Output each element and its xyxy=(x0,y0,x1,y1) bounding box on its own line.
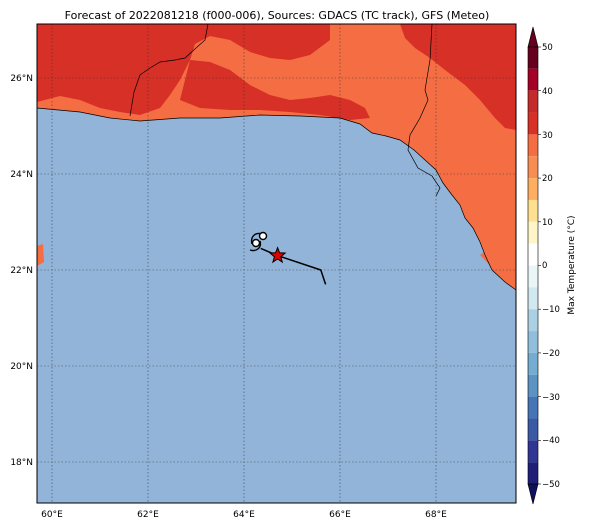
storm-track-line xyxy=(260,247,327,285)
lon-label: 60°E xyxy=(41,510,63,520)
lon-label: 68°E xyxy=(425,510,447,520)
colorbar-extend-max xyxy=(527,26,539,48)
colorbar-tick: −50 xyxy=(542,480,560,490)
map-frame xyxy=(36,23,517,504)
lat-label: 22°N xyxy=(10,266,33,276)
map-title: Forecast of 2022081218 (f000-006), Sourc… xyxy=(65,9,490,22)
colorbar xyxy=(527,26,541,505)
border-line-west xyxy=(149,24,209,69)
colorbar-tick: −10 xyxy=(542,305,560,315)
land-region-40-east xyxy=(400,24,516,130)
longitude-labels: 60°E 62°E 64°E 66°E 68°E xyxy=(41,510,447,520)
colorbar-tick: −40 xyxy=(542,436,560,446)
lat-label: 24°N xyxy=(10,170,33,180)
colorbar-segment xyxy=(528,178,538,200)
land-region-40-west xyxy=(37,24,330,115)
lat-label: 20°N xyxy=(10,362,33,372)
land-region-30-south xyxy=(480,248,516,290)
colorbar-tick: 40 xyxy=(542,87,553,97)
colorbar-label: Max Temperature (°C) xyxy=(567,215,577,314)
colorbar-segment xyxy=(528,309,538,332)
colorbar-segment xyxy=(528,47,538,69)
colorbar-segment xyxy=(528,265,538,288)
lon-label: 62°E xyxy=(137,510,159,520)
colorbar-segment xyxy=(528,68,538,91)
colorbar-segment xyxy=(528,374,538,397)
land-region-30-islet xyxy=(37,244,44,266)
colorbar-tick: 10 xyxy=(542,218,553,228)
colorbar-tick: 20 xyxy=(542,174,553,184)
colorbar-tick: 30 xyxy=(542,131,553,141)
colorbar-segment xyxy=(528,331,538,353)
lat-label: 26°N xyxy=(10,74,33,84)
graticule xyxy=(37,24,516,503)
latitude-labels: 26°N 24°N 22°N 20°N 18°N xyxy=(10,74,33,468)
colorbar-segment xyxy=(528,199,538,222)
colorbar-segment xyxy=(528,418,538,441)
border-line-east xyxy=(407,24,441,197)
colorbar-tick: 50 xyxy=(542,43,553,53)
lon-label: 64°E xyxy=(233,510,255,520)
colorbar-segment xyxy=(528,243,538,266)
colorbar-ticks: 50 40 30 20 10 0 −10 −20 −30 −40 −50 xyxy=(542,43,560,490)
colorbar-segment xyxy=(528,352,538,375)
lat-label: 18°N xyxy=(10,458,33,468)
colorbar-segment xyxy=(528,462,538,484)
colorbar-tick: −30 xyxy=(542,393,560,403)
border-line-mid xyxy=(129,67,151,117)
colorbar-extend-min xyxy=(527,483,539,505)
cyclone-symbol-icon xyxy=(249,231,268,252)
colorbar-segment xyxy=(528,287,538,310)
colorbar-segment xyxy=(528,440,538,463)
colorbar-segment xyxy=(528,90,538,113)
colorbar-tick: 0 xyxy=(542,261,547,271)
colorbar-segment xyxy=(528,112,538,135)
coastline xyxy=(37,107,516,291)
land-region-40-interior xyxy=(180,60,370,120)
storm-position-star-icon xyxy=(268,246,287,264)
map-panel xyxy=(36,23,517,504)
colorbar-segment xyxy=(528,134,538,157)
colorbar-tick: −20 xyxy=(542,349,560,359)
colorbar-segment xyxy=(528,221,538,244)
lon-label: 66°E xyxy=(329,510,351,520)
colorbar-segment xyxy=(528,156,538,179)
colorbar-segment xyxy=(528,396,538,419)
